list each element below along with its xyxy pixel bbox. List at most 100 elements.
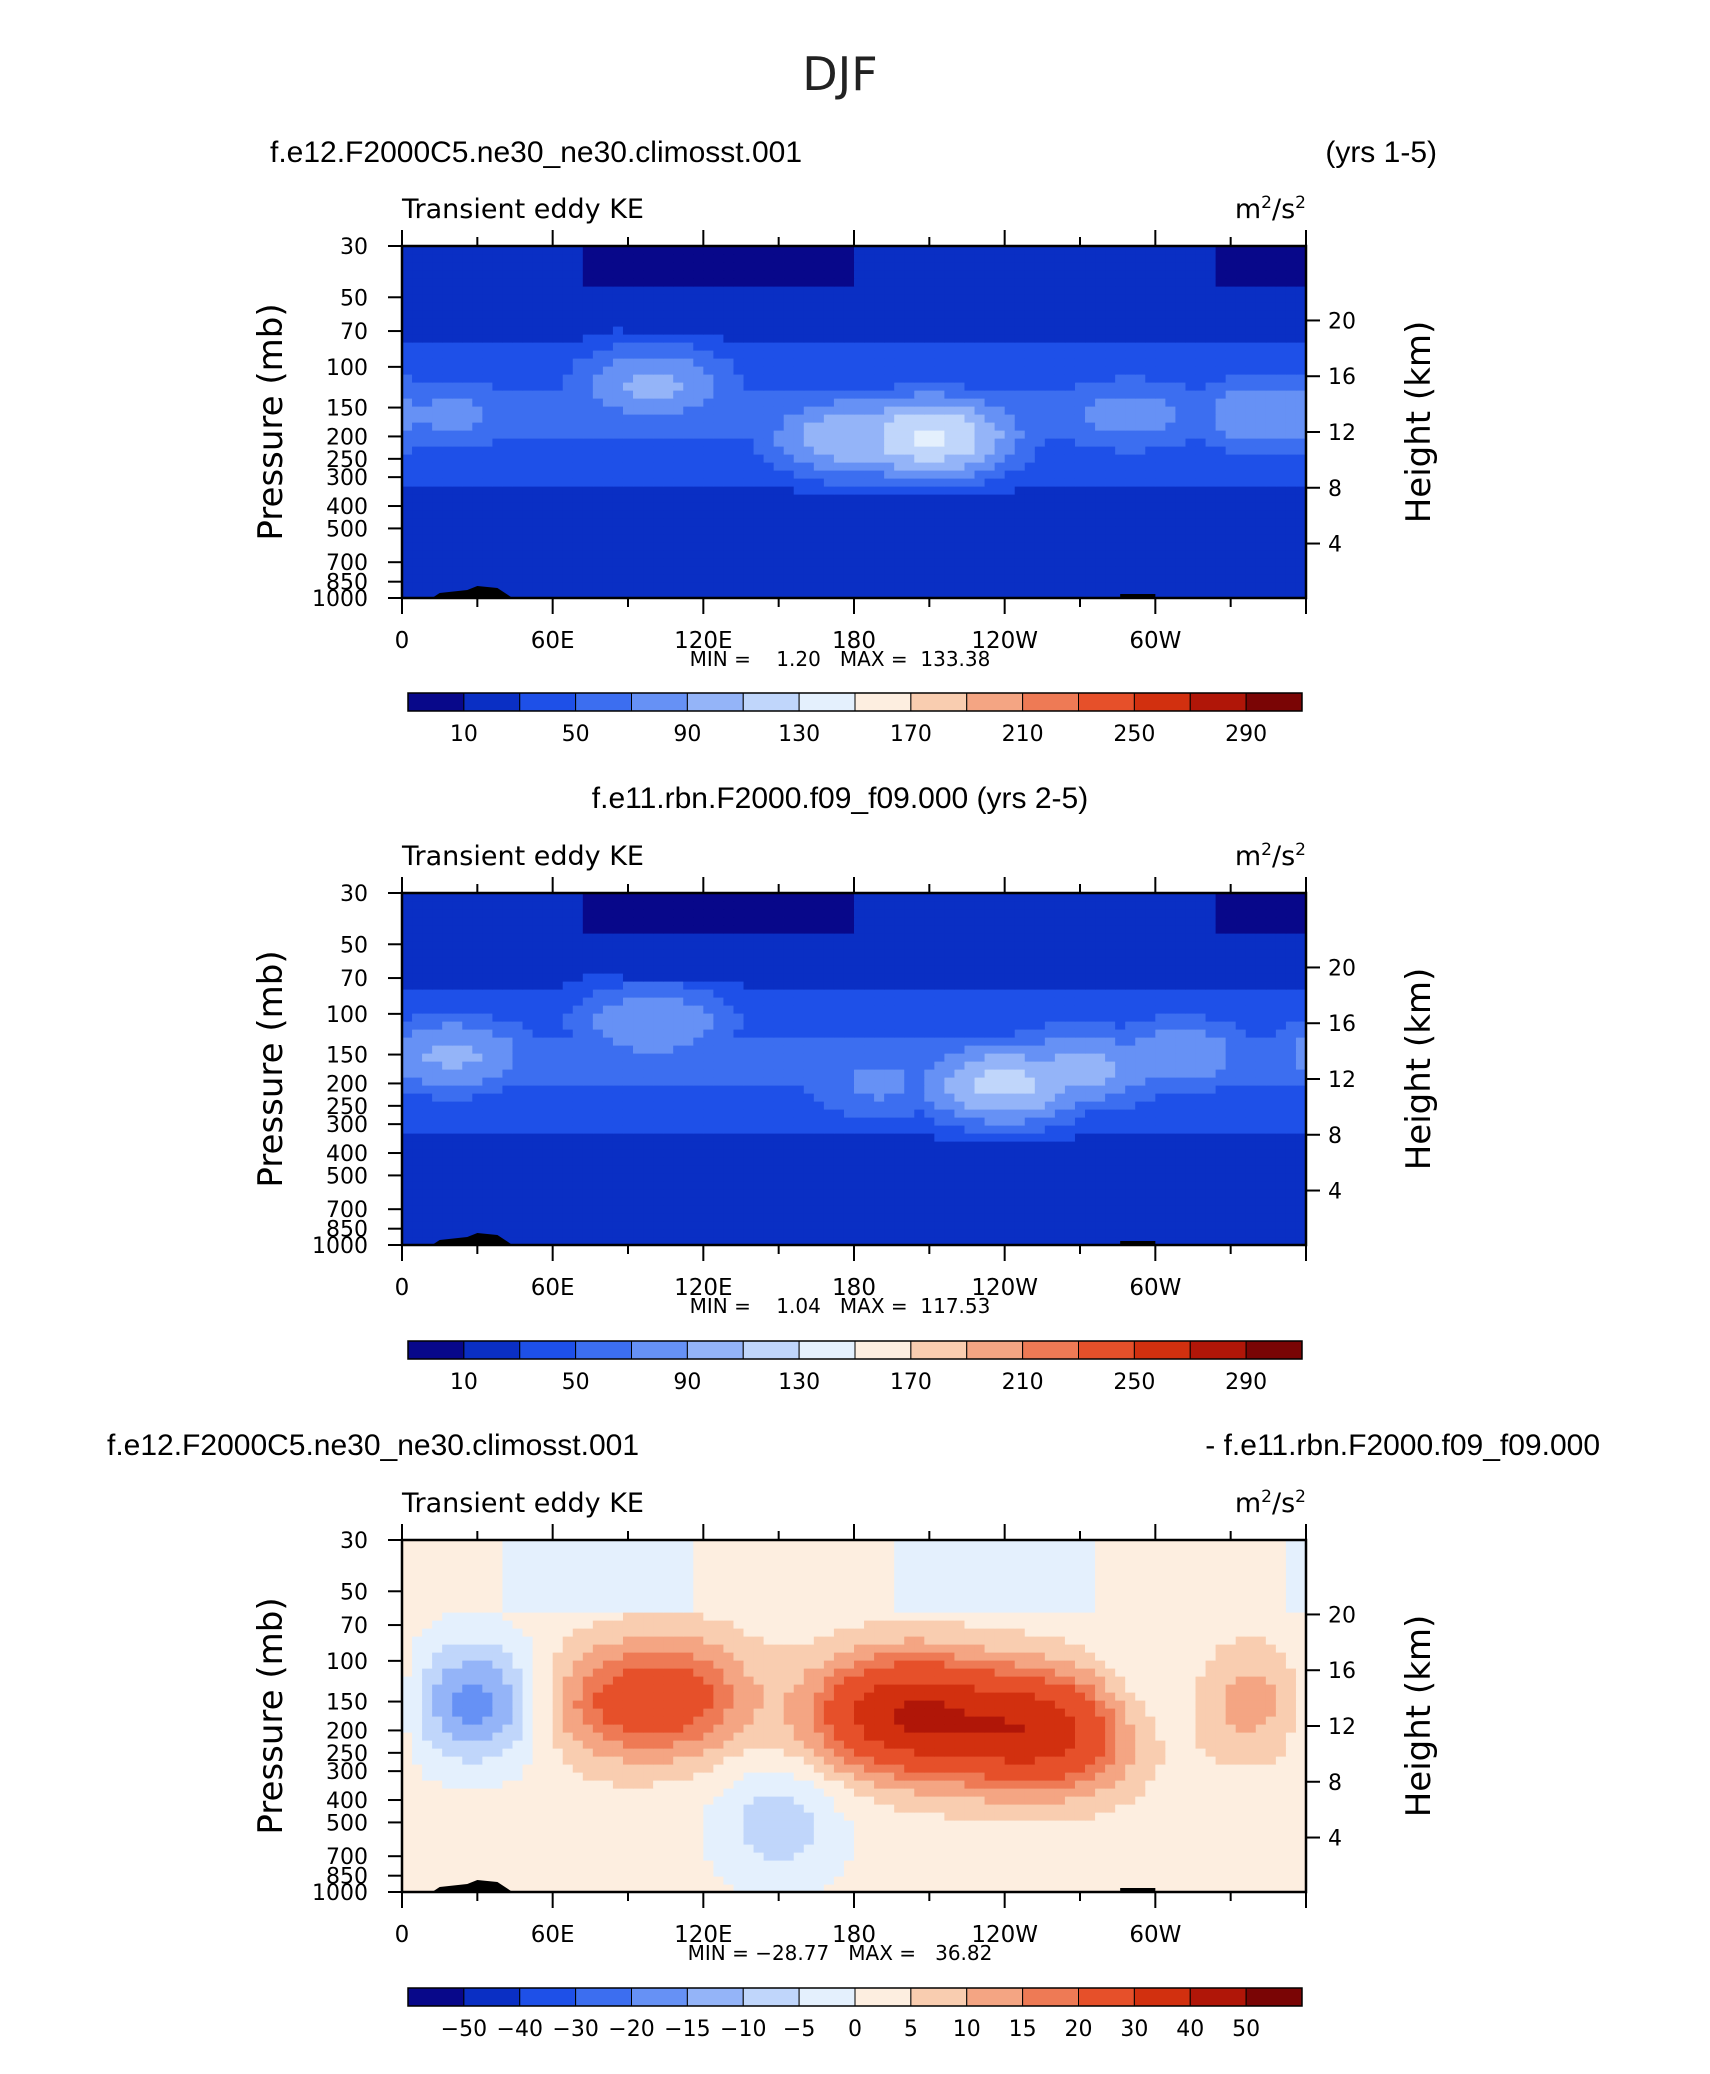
contour-cell [1044,1173,1056,1182]
contour-cell [1024,542,1036,551]
contour-cell [572,558,584,567]
contour-cell [1024,454,1036,463]
contour-cell [1225,398,1237,407]
contour-cell [1295,310,1306,319]
contour-cell [904,1189,915,1198]
contour-cell [633,294,644,303]
contour-cell [974,414,986,423]
contour-cell [1064,550,1076,559]
contour-cell [1155,1189,1166,1198]
contour-cell [502,558,514,567]
contour-cell [924,518,935,527]
contour-cell [1295,438,1306,447]
contour-cell [1024,366,1036,375]
contour-cell [1175,342,1187,351]
contour-cell [1145,550,1156,559]
contour-cell [713,318,725,327]
contour-cell [833,462,845,471]
contour-cell [743,486,755,495]
contour-cell [522,486,534,495]
contour-cell [833,566,845,575]
contour-cell [653,574,664,583]
contour-cell [874,478,885,487]
contour-cell [522,398,534,407]
contour-cell [432,574,443,583]
contour-cell [984,486,996,495]
contour-cell [552,318,564,327]
contour-cell [803,398,815,407]
contour-cell [532,582,544,591]
contour-cell [1255,318,1267,327]
contour-cell [1185,358,1197,367]
contour-cell [813,350,825,359]
contour-cell [1265,310,1277,319]
contour-cell [402,270,413,279]
panel-1-contour-field [402,246,1306,598]
contour-cell [452,1157,463,1166]
contour-cell [914,1181,925,1190]
contour-cell [703,534,714,543]
contour-cell [442,302,453,311]
contour-cell [532,278,544,287]
contour-cell [1175,390,1187,399]
contour-cell [954,270,966,279]
contour-cell [884,278,895,287]
contour-cell [482,582,493,591]
contour-cell [1024,358,1036,367]
contour-cell [954,430,966,439]
contour-cell [894,1165,905,1174]
contour-cell [783,518,795,527]
contour-cell [1235,550,1247,559]
contour-cell [994,582,1006,591]
contour-cell [934,510,945,519]
contour-cell [823,246,835,255]
contour-cell [1105,1173,1116,1182]
contour-cell [653,358,664,367]
contour-cell [522,550,534,559]
contour-cell [562,1229,574,1238]
contour-cell [1175,286,1187,295]
contour-cell [1225,454,1237,463]
contour-cell [984,278,996,287]
contour-cell [592,582,604,591]
contour-cell [412,1165,423,1174]
contour-cell [1004,478,1016,487]
contour-cell [924,358,935,367]
contour-cell [432,502,443,511]
contour-cell [1225,558,1237,567]
contour-cell [1125,366,1136,375]
contour-cell [934,286,945,295]
contour-cell [1245,382,1257,391]
contour-cell [1125,358,1136,367]
contour-cell [783,462,795,471]
contour-cell [904,1229,915,1238]
contour-cell [482,422,493,431]
contour-cell [1044,438,1056,447]
contour-cell [1014,342,1026,351]
contour-cell [743,1213,755,1222]
contour-cell [753,1221,765,1230]
contour-cell [1265,270,1277,279]
contour-cell [1125,406,1136,415]
contour-cell [1145,558,1156,567]
contour-cell [703,374,714,383]
contour-cell [1105,334,1116,343]
contour-cell [663,454,674,463]
contour-cell [783,414,795,423]
contour-cell [1054,542,1066,551]
contour-cell [472,454,483,463]
contour-cell [924,286,935,295]
contour-cell [843,550,855,559]
contour-cell [512,518,524,527]
contour-cell [1054,294,1066,303]
contour-cell [1095,494,1106,503]
contour-cell [954,1181,966,1190]
colorbar-label: 90 [673,722,701,747]
contour-cell [1105,534,1116,543]
contour-cell [843,446,855,455]
contour-cell [1145,318,1156,327]
contour-cell [753,334,765,343]
contour-cell [1044,1189,1056,1198]
contour-cell [1004,1173,1016,1182]
contour-cell [1295,318,1306,327]
